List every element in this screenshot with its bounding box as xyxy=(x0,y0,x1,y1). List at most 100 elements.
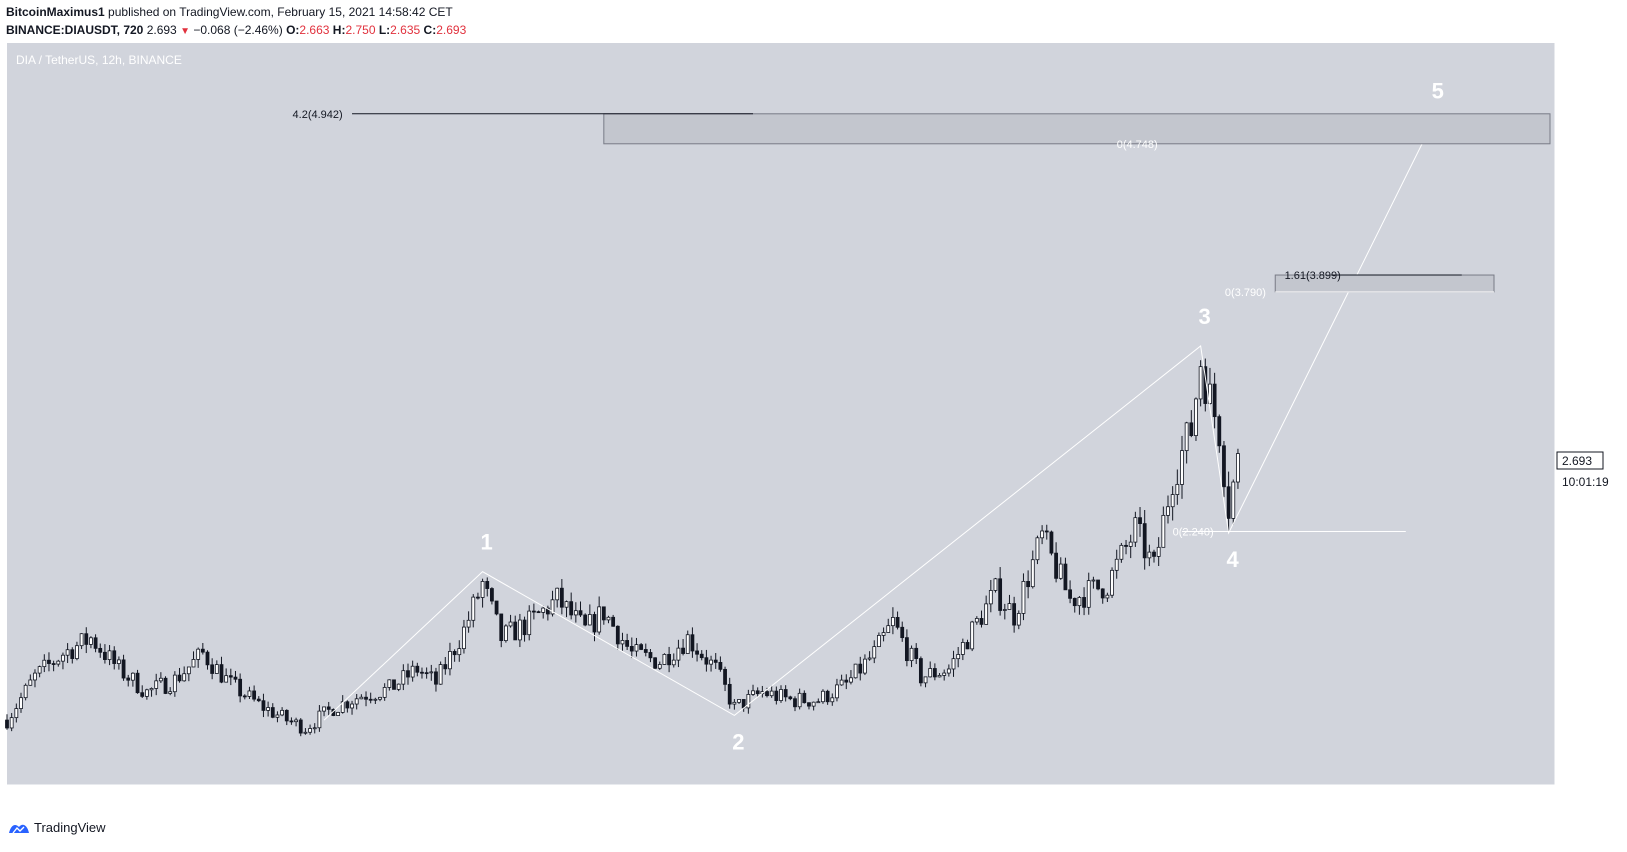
candle-body xyxy=(84,633,89,645)
candle-body xyxy=(867,657,872,660)
open-label: O: xyxy=(286,23,300,37)
candle-body xyxy=(849,677,853,683)
candle-body xyxy=(368,698,373,701)
price-axis[interactable]: 0.600 0.800 1.000 1.200 1.400 1.600 1.800 2.000… xyxy=(1568,38,1596,792)
candle-body xyxy=(1208,383,1212,404)
tradingview-footer[interactable]: TradingView xyxy=(8,820,106,835)
price-tick-label: 1.400 xyxy=(1568,656,1596,668)
candle-body xyxy=(517,619,522,641)
price-tick-label: 1.000 xyxy=(1568,718,1596,730)
candle-body xyxy=(853,663,858,679)
candle-body xyxy=(1086,580,1091,608)
symbol-text: BINANCE:DIAUSDT, 720 xyxy=(6,23,144,37)
candle-body xyxy=(443,664,448,670)
candle-body xyxy=(457,648,462,656)
candle-body xyxy=(256,698,261,702)
candle-body xyxy=(1030,559,1035,588)
candle-body xyxy=(830,697,835,703)
candle-body xyxy=(490,588,494,602)
candle-body xyxy=(1007,603,1012,610)
candle-body xyxy=(1091,579,1096,582)
candle-body xyxy=(643,649,648,653)
candle-body xyxy=(1068,589,1072,599)
candle-body xyxy=(559,587,564,608)
author-name[interactable]: BitcoinMaximus1 xyxy=(6,5,105,19)
candle-body xyxy=(1189,422,1194,436)
candle-body xyxy=(704,657,709,665)
candle-body xyxy=(1142,523,1147,559)
candle-body xyxy=(928,668,933,678)
candle-body xyxy=(513,621,518,641)
down-triangle-icon: ▼ xyxy=(180,26,190,37)
candle-body xyxy=(312,727,317,730)
price-tick-label: 4.600 xyxy=(1568,162,1596,174)
candle-body xyxy=(308,728,312,733)
candle-body xyxy=(89,637,93,645)
candle-body xyxy=(578,610,583,616)
candle-body xyxy=(191,659,196,668)
candle-body xyxy=(531,610,536,613)
candle-body xyxy=(676,647,681,661)
time-tick-label: Nov xyxy=(239,795,260,809)
candle-body xyxy=(144,689,149,697)
candle-body xyxy=(1194,398,1198,436)
candle-body xyxy=(942,672,947,676)
candle-body xyxy=(979,618,984,625)
candle-body xyxy=(1217,416,1222,447)
candle-body xyxy=(75,645,79,659)
candle-body xyxy=(19,697,23,709)
chart-title: DIA / TetherUS, 12h, BINANCE xyxy=(16,53,182,67)
candle-body xyxy=(317,710,322,729)
candle-body xyxy=(713,659,718,663)
price-tick-label: 0.800 xyxy=(1568,749,1596,761)
candle-body xyxy=(914,647,919,659)
candle-body xyxy=(625,640,630,647)
price-tick-label: 4.200 xyxy=(1568,224,1596,236)
candle-body xyxy=(103,651,107,660)
elliott-wave-line xyxy=(323,120,1435,721)
candle-body xyxy=(615,625,620,645)
candle-body xyxy=(1072,597,1077,607)
candle-body xyxy=(420,671,424,674)
high-value: 2.750 xyxy=(345,23,376,37)
time-axis[interactable]: 12 21 Nov 16 Dec 14 23 2021 11 20 Feb 15 Mar 15 xyxy=(56,795,1506,809)
low-value: 2.635 xyxy=(390,23,421,37)
candle-body xyxy=(825,690,830,703)
candle-body xyxy=(23,684,28,699)
candle-body xyxy=(956,654,961,660)
candle-body xyxy=(1077,597,1082,607)
candle-body xyxy=(965,642,970,650)
low-label: L: xyxy=(378,23,391,37)
candle-body xyxy=(839,679,844,686)
published-text: published on TradingView.com, February 1… xyxy=(108,5,453,19)
price-tick-label: 3.800 xyxy=(1568,285,1596,297)
candle-body xyxy=(858,663,863,674)
candle-body xyxy=(252,690,257,700)
open-value: 2.663 xyxy=(299,23,330,37)
price-tick-label: 4.800 xyxy=(1568,131,1596,143)
time-tick-label: 16 xyxy=(383,795,397,809)
time-tick-label: 11 xyxy=(905,795,918,809)
candle-body xyxy=(336,711,340,716)
candle-body xyxy=(937,675,942,678)
candle-body xyxy=(545,607,550,615)
countdown-label: 10:01:19 xyxy=(1562,475,1609,489)
candle-body xyxy=(1198,366,1203,400)
drawings-layer: 1 2 3 4 5 4.2(4.942) 0(4.748) 1.61(3.899) 0(3.79… xyxy=(293,78,1551,754)
price-tick-label: 3.600 xyxy=(1568,316,1596,328)
candle-body xyxy=(205,651,210,666)
candle-body xyxy=(93,637,98,649)
candle-body xyxy=(881,632,886,636)
candle-body xyxy=(1236,453,1240,483)
change-text: −0.068 (−2.46%) xyxy=(193,23,283,37)
candle-body xyxy=(587,614,592,626)
candle-body xyxy=(33,672,37,681)
candle-body xyxy=(1138,517,1142,524)
candle-body xyxy=(224,675,229,683)
plot-area[interactable] xyxy=(7,43,1555,785)
candle-body xyxy=(1231,481,1236,519)
candle-body xyxy=(429,671,434,674)
candle-body xyxy=(746,694,751,709)
candle-body xyxy=(634,644,639,652)
